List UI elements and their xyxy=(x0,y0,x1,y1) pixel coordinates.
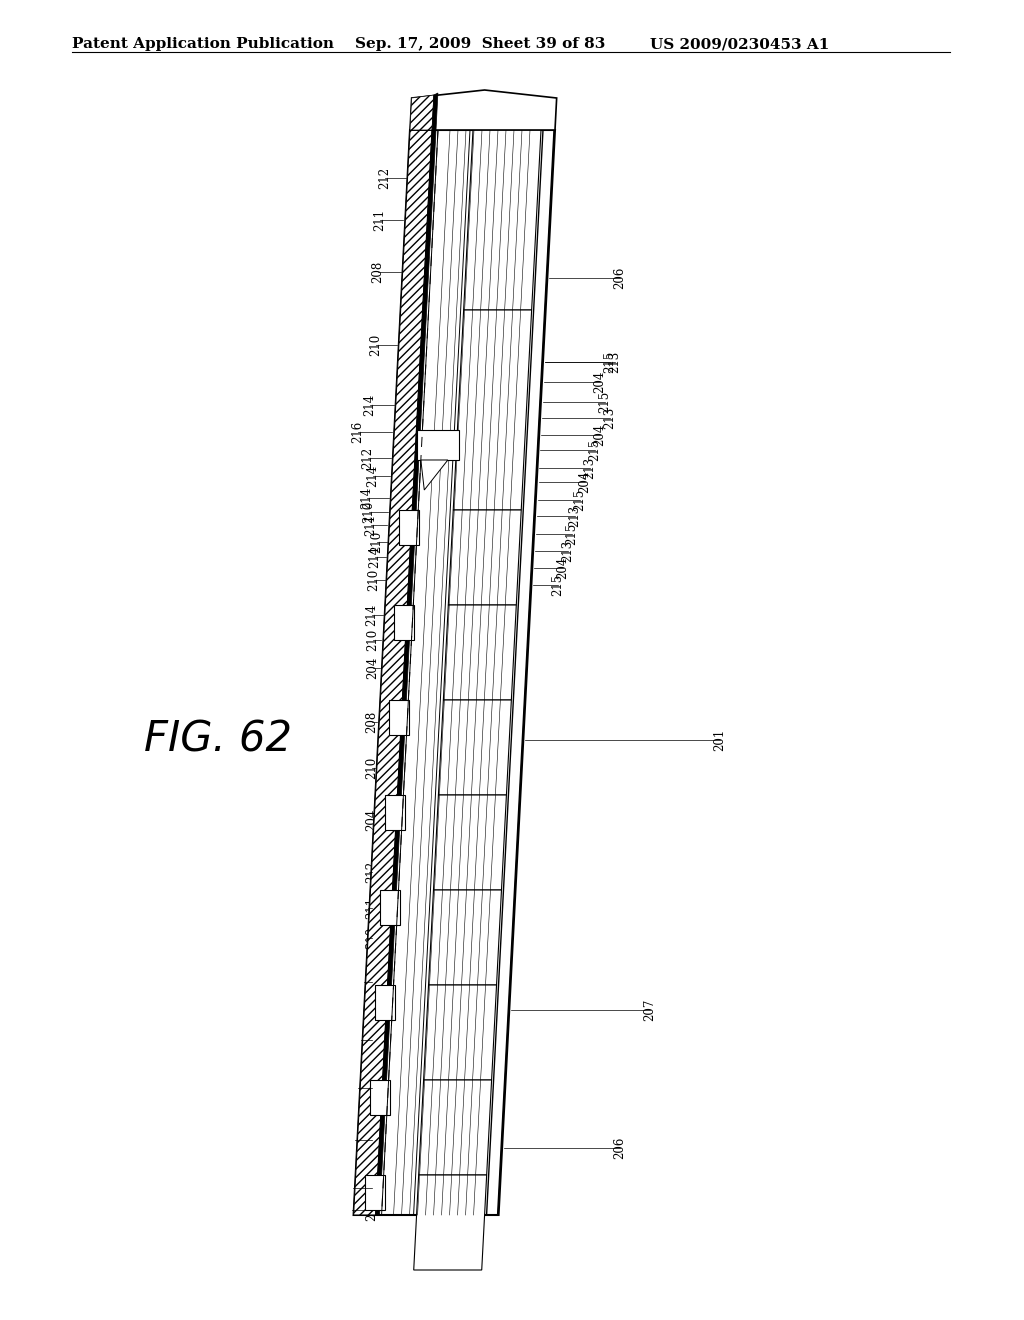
Polygon shape xyxy=(384,795,404,830)
Text: 213: 213 xyxy=(561,540,574,562)
Text: 204: 204 xyxy=(594,424,606,446)
Text: 214: 214 xyxy=(364,393,377,416)
Text: 214: 214 xyxy=(367,465,380,487)
Text: 215: 215 xyxy=(552,574,564,597)
Polygon shape xyxy=(418,430,460,459)
Text: 204: 204 xyxy=(556,557,569,579)
Polygon shape xyxy=(394,605,415,640)
Text: 204: 204 xyxy=(579,471,592,494)
Text: 210: 210 xyxy=(368,569,381,591)
Text: 204: 204 xyxy=(366,970,379,993)
Polygon shape xyxy=(428,890,502,985)
Text: 215: 215 xyxy=(589,438,601,461)
Text: 208: 208 xyxy=(366,711,379,733)
Polygon shape xyxy=(370,1080,390,1115)
Text: 210: 210 xyxy=(366,1077,379,1100)
Text: 215: 215 xyxy=(565,523,579,545)
Text: 212: 212 xyxy=(379,166,391,189)
Text: 210: 210 xyxy=(367,628,380,651)
Polygon shape xyxy=(376,129,436,1214)
Polygon shape xyxy=(433,795,507,890)
Polygon shape xyxy=(365,1175,385,1210)
Text: 204: 204 xyxy=(366,809,379,832)
Text: 213: 213 xyxy=(603,407,616,429)
Text: 201: 201 xyxy=(714,729,726,751)
Text: Sep. 17, 2009  Sheet 39 of 83: Sep. 17, 2009 Sheet 39 of 83 xyxy=(355,37,605,51)
Polygon shape xyxy=(389,700,410,735)
Polygon shape xyxy=(438,700,511,795)
Text: 210: 210 xyxy=(366,1177,379,1199)
Text: 211: 211 xyxy=(365,513,378,536)
Text: 216: 216 xyxy=(351,421,365,444)
Polygon shape xyxy=(410,95,434,129)
Text: 213: 213 xyxy=(584,457,597,479)
Text: 207: 207 xyxy=(643,999,656,1022)
Polygon shape xyxy=(410,90,557,129)
Polygon shape xyxy=(432,92,438,129)
Text: 210: 210 xyxy=(370,334,383,356)
Text: 215: 215 xyxy=(603,351,616,374)
Text: 210: 210 xyxy=(371,531,384,553)
Polygon shape xyxy=(454,310,531,510)
Text: 208: 208 xyxy=(366,1028,379,1051)
Text: 208: 208 xyxy=(372,261,384,282)
Polygon shape xyxy=(419,1080,492,1175)
Text: 204: 204 xyxy=(594,371,606,393)
Polygon shape xyxy=(375,985,394,1020)
Text: FIG. 62: FIG. 62 xyxy=(144,719,292,762)
Text: 213: 213 xyxy=(568,504,582,527)
Polygon shape xyxy=(424,985,497,1080)
Text: 215: 215 xyxy=(598,391,611,413)
Text: Patent Application Publication: Patent Application Publication xyxy=(72,37,334,51)
Text: 210: 210 xyxy=(366,756,379,779)
Polygon shape xyxy=(464,129,541,310)
Polygon shape xyxy=(443,605,516,700)
Polygon shape xyxy=(353,129,432,1214)
Text: 214: 214 xyxy=(360,487,374,510)
Text: 214: 214 xyxy=(369,546,382,568)
Text: 214: 214 xyxy=(366,603,379,626)
Text: 210: 210 xyxy=(366,927,379,949)
Polygon shape xyxy=(449,510,521,605)
Polygon shape xyxy=(414,1175,486,1270)
Text: 213: 213 xyxy=(608,351,622,374)
Text: 211: 211 xyxy=(366,896,379,919)
Text: 204: 204 xyxy=(367,657,380,680)
Text: 206: 206 xyxy=(613,267,627,289)
Text: 212: 212 xyxy=(366,861,379,883)
Text: 211: 211 xyxy=(374,209,386,231)
Text: 204: 204 xyxy=(366,1199,379,1221)
Polygon shape xyxy=(380,890,399,925)
Polygon shape xyxy=(399,510,420,545)
Polygon shape xyxy=(353,129,555,1214)
Text: 215: 215 xyxy=(573,488,587,511)
Text: 204: 204 xyxy=(366,1129,379,1151)
Text: US 2009/0230453 A1: US 2009/0230453 A1 xyxy=(650,37,829,51)
Text: 212: 212 xyxy=(361,447,375,469)
Text: 206: 206 xyxy=(613,1137,627,1159)
Text: 210: 210 xyxy=(362,500,376,523)
Polygon shape xyxy=(421,459,447,490)
